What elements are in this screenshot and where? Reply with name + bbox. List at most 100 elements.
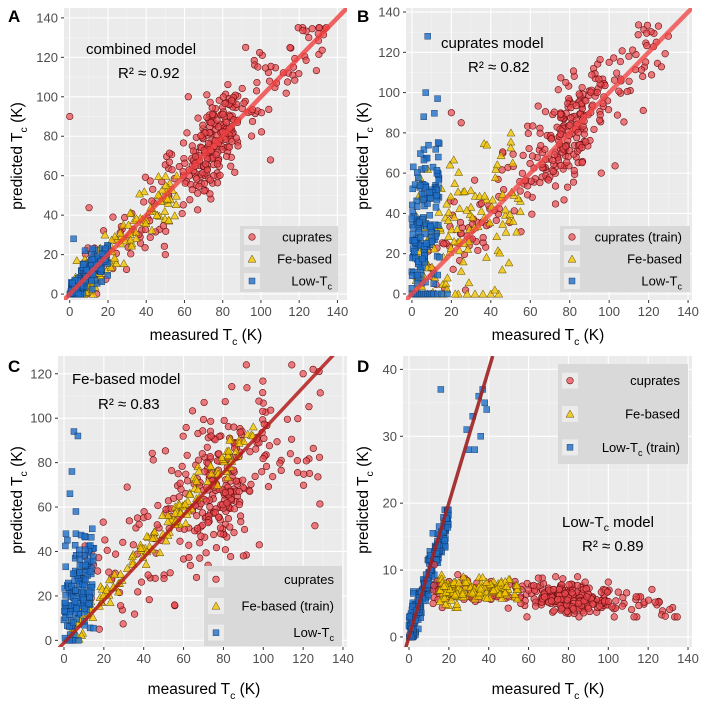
cuprate-point [222, 152, 231, 160]
cuprate-point [194, 206, 202, 214]
low-point [89, 245, 96, 252]
low-point [62, 542, 69, 550]
low-point [414, 271, 421, 279]
legend-label: Fe-based [625, 407, 680, 422]
low-point [79, 261, 87, 268]
low-point [62, 592, 69, 599]
fe-point [217, 453, 227, 461]
cuprate-point [519, 151, 527, 160]
y-tick-label: 20 [38, 588, 52, 603]
cuprate-point [194, 114, 202, 122]
fe-point [247, 254, 257, 263]
cuprate-point [247, 132, 256, 140]
cuprate-point [227, 162, 235, 170]
cuprate-point [99, 518, 107, 526]
cuprate-point [214, 123, 223, 131]
cuprate-point [593, 88, 601, 96]
cuprate-point [182, 423, 190, 432]
low-point [82, 561, 89, 569]
y-tick-label: 100 [36, 89, 58, 104]
y-axis-title-sub: c [18, 471, 30, 476]
fe-point [161, 181, 171, 190]
fe-point [206, 461, 215, 470]
y-tick-label: 0 [393, 286, 400, 301]
cuprate-point [618, 602, 626, 610]
low-point [248, 277, 256, 285]
cuprate-point [316, 500, 324, 508]
cuprate-point [197, 132, 205, 140]
x-axis-title-main: measured T [492, 327, 575, 344]
y-tick-label: 80 [386, 125, 400, 140]
fit-line [64, 8, 347, 300]
fe-point [239, 437, 249, 445]
low-point [430, 280, 438, 287]
fe-point [110, 570, 120, 579]
y-tick-label: 30 [383, 429, 397, 444]
x-tick-label: 60 [523, 304, 537, 319]
fe-point [435, 585, 445, 594]
low-point [409, 602, 416, 610]
cuprate-point [528, 152, 537, 160]
fe-point [482, 577, 491, 586]
cuprate-point [265, 77, 274, 85]
y-axis-title-sub: c [18, 127, 30, 132]
fit-line [404, 356, 495, 647]
fe-point [466, 202, 476, 211]
cuprate-point [612, 597, 620, 605]
cuprate-point [479, 233, 487, 242]
fe-point [492, 160, 502, 169]
fe-point [490, 173, 500, 182]
low-point [427, 223, 434, 231]
x-tick-label: 120 [637, 651, 659, 666]
low-point [70, 619, 77, 626]
fe-point [113, 587, 123, 596]
fe-point [447, 595, 456, 604]
cuprate-point [573, 581, 581, 590]
cuprate-point [119, 620, 127, 628]
y-tick-label: 80 [38, 455, 52, 470]
fe-point [225, 435, 235, 444]
fe-point [492, 232, 502, 241]
cuprate-point [165, 149, 174, 157]
x-tick-label: 120 [638, 304, 660, 319]
fe-point [466, 186, 476, 195]
cuprate-point [563, 158, 571, 166]
cuprate-point [551, 182, 560, 190]
low-point [431, 110, 438, 117]
fe-point [125, 208, 135, 217]
low-point [97, 265, 105, 273]
cuprate-point [536, 178, 544, 187]
cuprate-point [562, 142, 570, 150]
y-axis-title-unit: (K) [355, 446, 372, 471]
low-point [435, 153, 442, 161]
cuprate-point [231, 168, 239, 176]
cuprate-point [618, 47, 626, 55]
y-axis-title: predicted Tc (K) [9, 446, 30, 553]
fe-point [498, 219, 508, 228]
fe-point [490, 285, 500, 294]
low-point [70, 235, 77, 243]
cuprate-point [563, 596, 571, 604]
cuprate-point [226, 523, 234, 531]
fe-point [185, 489, 195, 498]
legend-label-sub: c [328, 282, 333, 292]
low-point [429, 163, 437, 171]
fe-point [500, 588, 510, 597]
fe-point [452, 599, 462, 608]
cuprate-point [560, 196, 568, 204]
low-point [82, 546, 89, 553]
legend-label-main: Low-T [291, 274, 327, 289]
low-point [90, 624, 97, 632]
legend-label: Fe-based [277, 252, 332, 267]
fe-point [110, 253, 120, 262]
cuprate-point [605, 58, 613, 66]
cuprate-point [549, 585, 558, 594]
cuprate-point [597, 169, 605, 177]
low-point [432, 146, 439, 153]
fe-point [482, 140, 492, 149]
cuprate-point [227, 552, 235, 561]
cuprate-point [580, 609, 588, 617]
fe-point [475, 588, 485, 597]
fe-point [136, 543, 146, 552]
grid [403, 356, 692, 647]
